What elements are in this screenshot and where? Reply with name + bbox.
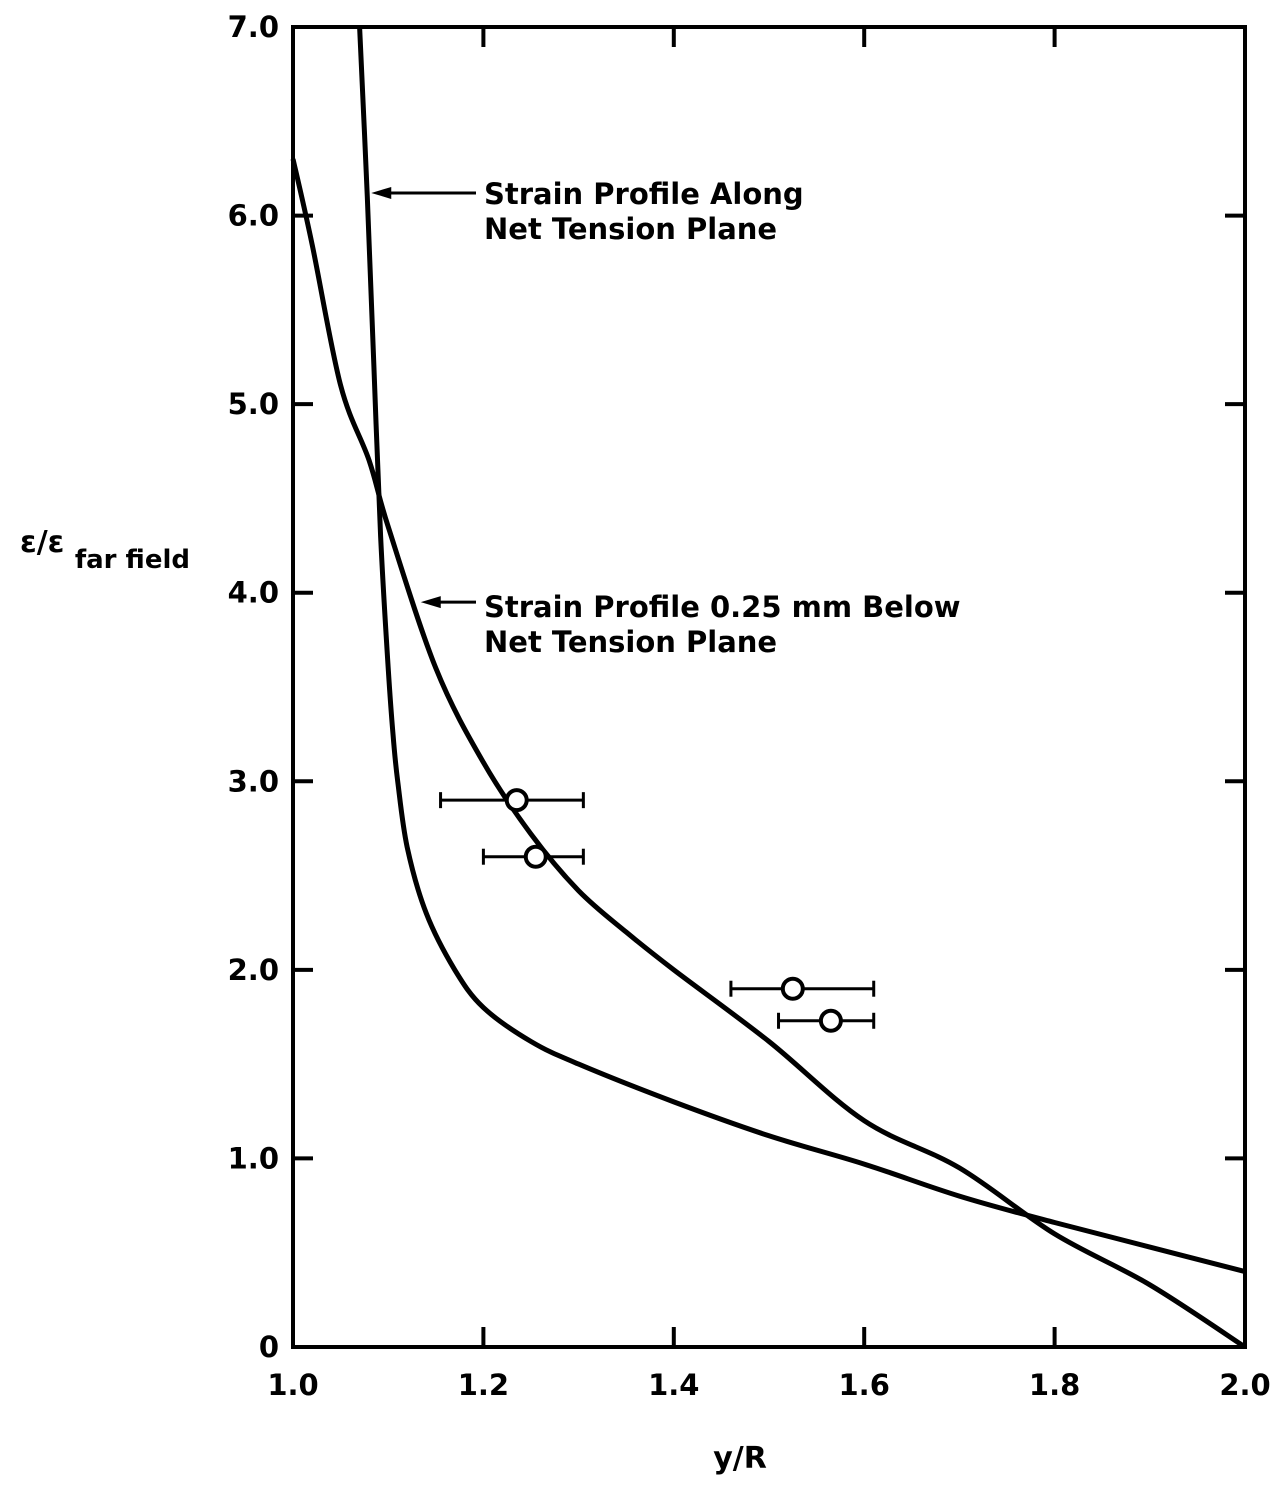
axis-ticks — [291, 25, 1247, 1349]
y-tick-label-6: 6.0 — [228, 199, 279, 233]
annotation-arrowhead-0 — [371, 186, 392, 199]
data-point-2 — [780, 976, 805, 1001]
x-tick-label-0: 1.0 — [267, 1368, 318, 1402]
x-tick-label-3: 1.6 — [839, 1368, 890, 1402]
annotation-line1-0: Strain Profile Along — [484, 177, 804, 211]
series-lines — [290, 26, 1247, 1350]
y-axis-label: ε/ε far field — [20, 525, 190, 575]
y-tick-labels: 0 1.0 2.0 3.0 4.0 5.0 6.0 7.0 — [228, 10, 279, 1364]
y-tick-label-2: 2.0 — [228, 953, 279, 987]
x-tick-label-1: 1.2 — [458, 1368, 509, 1402]
data-point-1 — [523, 844, 548, 869]
x-tick-label-2: 1.4 — [648, 1368, 699, 1402]
y-axis-label-subscript: far field — [75, 545, 190, 575]
measured-points — [439, 788, 876, 1033]
data-point-3 — [818, 1008, 843, 1033]
x-tick-labels: 1.0 1.2 1.4 1.6 1.8 2.0 — [267, 1368, 1270, 1402]
series-line-0 — [357, 26, 1246, 1275]
y-tick-label-7: 7.0 — [228, 10, 279, 44]
y-axis-label-main: ε/ε — [20, 525, 64, 560]
y-tick-label-4: 4.0 — [228, 576, 279, 610]
series-line-1 — [290, 158, 1247, 1350]
x-tick-label-5: 2.0 — [1219, 1368, 1270, 1402]
annotation-line2-0: Net Tension Plane — [484, 212, 777, 246]
annotation-arrowhead-1 — [420, 596, 441, 609]
data-point-0 — [504, 788, 529, 813]
y-tick-label-0: 0 — [259, 1330, 279, 1364]
y-tick-label-5: 5.0 — [228, 387, 279, 421]
annotation-line2-1: Net Tension Plane — [484, 625, 777, 659]
plot-frame — [291, 25, 1247, 1349]
y-tick-label-1: 1.0 — [228, 1141, 279, 1175]
y-tick-label-3: 3.0 — [228, 764, 279, 798]
x-axis-label: y/R — [713, 1441, 767, 1476]
annotation-line1-1: Strain Profile 0.25 mm Below — [484, 590, 961, 624]
x-tick-label-4: 1.8 — [1029, 1368, 1080, 1402]
